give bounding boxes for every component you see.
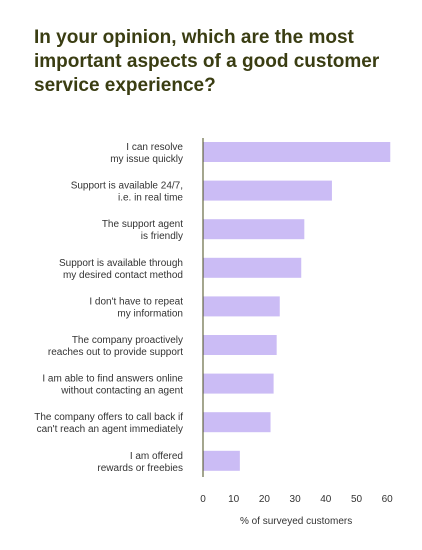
title-part-2: customer service experience? [34, 51, 380, 96]
category-label-2: The support agent is friendly [102, 219, 183, 242]
category-label-3-line-1: my desired contact method [63, 270, 183, 281]
bar-4 [203, 296, 280, 317]
title-part-1: In your opinion, which are the most impo… [34, 27, 354, 72]
category-label-5-line-0: The company proactively [72, 335, 183, 346]
category-label-5-line-1: reaches out to provide support [48, 347, 183, 358]
category-label-3-line-0: Support is available through [59, 258, 183, 269]
x-tick-60: 60 [382, 494, 394, 505]
category-label-4-line-0: I don't have to repeat [89, 296, 183, 307]
x-tick-30: 30 [290, 494, 302, 505]
category-label-8: I am offered rewards or freebies [97, 451, 183, 474]
category-label-2-line-1: is friendly [141, 231, 183, 242]
x-tick-10: 10 [228, 494, 240, 505]
category-label-6: I am able to find answers online without … [42, 374, 183, 397]
category-label-4-line-1: my information [117, 308, 183, 319]
title-emphasis: good [242, 51, 289, 72]
category-label-5: The company proactively reaches out to pr… [48, 335, 183, 358]
category-label-8-line-1: rewards or freebies [97, 463, 183, 474]
category-label-2-line-0: The support agent [102, 219, 183, 230]
category-label-0: I can resolve my issue quickly [110, 142, 183, 165]
category-label-0-line-1: my issue quickly [110, 154, 183, 165]
bar-2 [203, 219, 305, 240]
category-label-3: Support is available through my desired c… [59, 258, 183, 281]
category-label-0-line-0: I can resolve [126, 142, 183, 153]
category-labels-group: I can resolve my issue quickly Support is … [34, 142, 183, 474]
bar-3 [203, 257, 302, 278]
x-tick-20: 20 [259, 494, 271, 505]
category-label-4: I don't have to repeat my information [89, 296, 183, 319]
category-label-6-line-1: without contacting an agent [60, 386, 183, 397]
bar-7 [203, 412, 271, 433]
category-label-1: Support is available 24/7, i.e. in real t… [71, 181, 184, 204]
x-tick-50: 50 [351, 494, 363, 505]
category-label-7: The company offers to call back if can't … [34, 412, 183, 435]
bar-8 [203, 450, 240, 471]
bar-6 [203, 373, 274, 394]
bars-group [203, 142, 391, 471]
category-label-1-line-0: Support is available 24/7, [71, 181, 183, 192]
category-label-8-line-0: I am offered [130, 451, 183, 462]
category-label-7-line-1: can't reach an agent immediately [37, 424, 183, 435]
bar-1 [203, 180, 332, 201]
x-tick-40: 40 [320, 494, 332, 505]
x-tick-0: 0 [200, 494, 206, 505]
bar-0 [203, 142, 391, 162]
bar-5 [203, 335, 277, 355]
category-label-6-line-0: I am able to find answers online [42, 374, 183, 385]
x-axis-title: % of surveyed customers [240, 516, 352, 527]
x-tick-labels-group: 0 10 20 30 40 50 60 [200, 494, 393, 505]
category-label-7-line-0: The company offers to call back if [34, 412, 183, 423]
chart-title: In your opinion, which are the most impo… [34, 26, 414, 98]
category-label-1-line-1: i.e. in real time [118, 193, 183, 204]
